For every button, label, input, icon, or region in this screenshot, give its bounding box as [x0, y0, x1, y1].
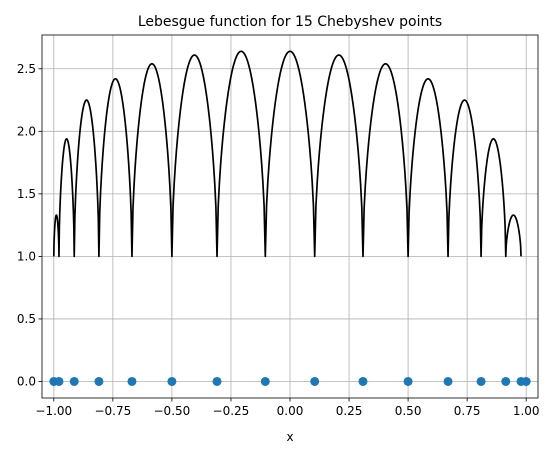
chebyshev-point — [476, 376, 486, 386]
chart-title: Lebesgue function for 15 Chebyshev point… — [138, 14, 442, 30]
chebyshev-point — [358, 376, 368, 386]
chebyshev-point — [212, 376, 222, 386]
y-tick-label: 0.0 — [17, 374, 36, 388]
y-tick-label: 2.5 — [17, 62, 36, 76]
chebyshev-point — [127, 376, 137, 386]
y-axis: 0.0 0.5 1.0 1.5 2.0 2.5 — [17, 62, 42, 388]
chebyshev-point — [260, 376, 270, 386]
x-tick-label: −0.25 — [213, 404, 250, 418]
y-tick-label: 0.5 — [17, 312, 36, 326]
chebyshev-point — [167, 376, 177, 386]
chebyshev-point — [310, 376, 320, 386]
chebyshev-point — [403, 376, 413, 386]
y-tick-label: 1.0 — [17, 249, 36, 263]
y-tick-label: 1.5 — [17, 187, 36, 201]
x-tick-label: −1.00 — [35, 404, 72, 418]
chebyshev-point — [521, 376, 531, 386]
x-axis: −1.00 −0.75 −0.50 −0.25 0.00 0.25 0.50 0.75 1.00 — [35, 398, 540, 418]
chebyshev-point — [54, 376, 64, 386]
x-axis-label: x — [286, 430, 293, 444]
lebesgue-curve — [52, 50, 522, 258]
x-tick-label: −0.75 — [94, 404, 131, 418]
x-tick-label: 0.50 — [395, 404, 422, 418]
x-tick-label: −0.50 — [154, 404, 191, 418]
y-tick-label: 2.0 — [17, 124, 36, 138]
x-tick-label: 0.00 — [277, 404, 304, 418]
x-tick-label: 0.75 — [454, 404, 481, 418]
plot-area — [49, 50, 531, 386]
chebyshev-point — [443, 376, 453, 386]
chebyshev-point — [501, 376, 511, 386]
chebyshev-point — [94, 376, 104, 386]
x-tick-label: 1.00 — [513, 404, 540, 418]
chebyshev-point — [69, 376, 79, 386]
x-tick-label: 0.25 — [336, 404, 363, 418]
